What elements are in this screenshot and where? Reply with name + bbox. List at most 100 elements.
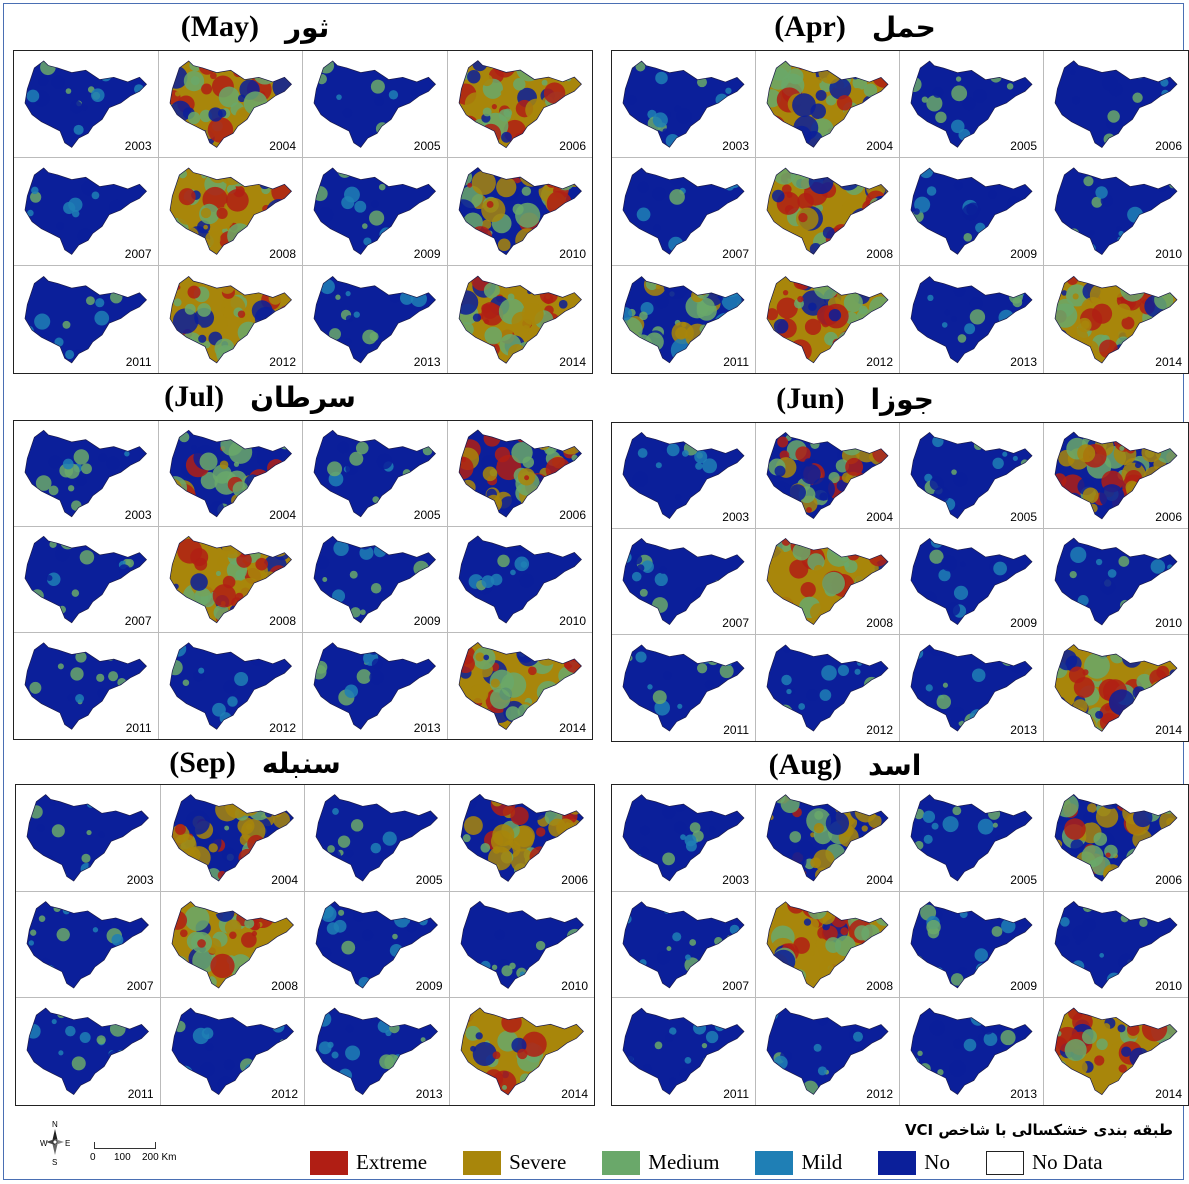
panel-aug: 2003 2004 2005 2006 2007 — [611, 784, 1189, 1106]
panel-title-jun: (Jun) جوزا — [770, 380, 940, 418]
year-label: 2009 — [1010, 979, 1037, 994]
year-label: 2004 — [866, 872, 893, 887]
province-map — [622, 644, 745, 732]
map-cell: 2004 — [756, 51, 900, 159]
map-cell: 2014 — [1044, 998, 1188, 1105]
map-cell: 2013 — [303, 265, 448, 373]
year-label: 2013 — [413, 355, 441, 369]
province-map — [24, 60, 147, 148]
province-map — [24, 535, 147, 624]
scale-label-200: 200 Km — [142, 1152, 177, 1163]
province-map — [169, 429, 292, 518]
year-label: 2008 — [269, 614, 296, 628]
map-cell: 2013 — [900, 998, 1044, 1105]
province-map — [1054, 537, 1178, 626]
province-map — [24, 167, 147, 256]
title-en: (Jun) — [776, 382, 845, 415]
legend-label: Severe — [509, 1150, 567, 1174]
map-cell: 2005 — [900, 785, 1044, 892]
map-cell: 2011 — [612, 265, 756, 373]
panel-title-jul: (Jul) سرطان — [160, 378, 360, 416]
map-cell: 2011 — [14, 633, 159, 739]
year-label: 2011 — [125, 355, 152, 369]
map-cell: 2008 — [756, 529, 900, 635]
map-cell: 2011 — [16, 998, 161, 1105]
province-map — [171, 900, 294, 989]
year-label: 2012 — [866, 1086, 893, 1101]
province-map — [622, 794, 745, 882]
province-map — [24, 642, 147, 730]
province-map — [766, 431, 889, 520]
title-en: (Sep) — [169, 746, 236, 779]
year-label: 2010 — [559, 614, 586, 628]
map-cell: 2008 — [158, 158, 303, 266]
map-cell: 2012 — [756, 635, 900, 741]
year-label: 2013 — [1010, 723, 1037, 737]
title-ar: جوزا — [870, 382, 934, 416]
map-cell: 2006 — [447, 51, 592, 159]
svg-text:E: E — [65, 1139, 70, 1148]
province-map — [910, 900, 1033, 989]
map-cell: 2004 — [158, 421, 303, 527]
map-cell: 2007 — [612, 158, 756, 266]
province-map — [622, 1008, 745, 1096]
province-map — [1054, 900, 1178, 989]
map-cell: 2005 — [305, 785, 450, 892]
province-map — [766, 275, 889, 363]
map-cell: 2008 — [158, 527, 303, 633]
year-label: 2012 — [866, 355, 893, 369]
panel-title-sep: (Sep) سنبله — [165, 744, 345, 782]
map-cell: 2006 — [1044, 51, 1188, 159]
map-cell: 2012 — [756, 265, 900, 373]
map-cell: 2007 — [612, 891, 756, 999]
province-map — [910, 1008, 1033, 1096]
province-map — [910, 275, 1033, 363]
map-cell: 2009 — [900, 891, 1044, 999]
map-cell: 2008 — [160, 891, 305, 999]
map-cell: 2006 — [1044, 785, 1188, 892]
year-label: 2013 — [1010, 1086, 1037, 1101]
province-map — [313, 642, 436, 730]
legend-swatch — [878, 1150, 917, 1175]
map-cell: 2009 — [900, 158, 1044, 266]
year-label: 2010 — [561, 979, 588, 994]
map-cell: 2010 — [1044, 158, 1188, 266]
year-label: 2003 — [126, 872, 154, 887]
province-map — [313, 167, 436, 256]
year-label: 2014 — [559, 721, 586, 735]
year-label: 2005 — [1010, 139, 1037, 154]
year-label: 2005 — [1010, 510, 1037, 524]
map-cell: 2005 — [900, 423, 1044, 529]
year-label: 2010 — [1155, 979, 1182, 994]
province-map — [766, 900, 889, 989]
province-map — [910, 537, 1033, 626]
map-cell: 2007 — [612, 529, 756, 635]
year-label: 2003 — [722, 510, 749, 524]
year-label: 2014 — [561, 1086, 588, 1101]
year-label: 2008 — [271, 979, 298, 994]
province-map — [315, 1007, 438, 1096]
map-cell: 2008 — [756, 158, 900, 266]
title-ar: سنبله — [261, 746, 341, 780]
map-cell: 2009 — [305, 891, 450, 999]
province-map — [313, 275, 436, 364]
province-map — [766, 794, 889, 882]
province-map — [622, 431, 745, 520]
map-cell: 2010 — [447, 158, 592, 266]
panel-title-apr: (Apr) حمل — [770, 8, 940, 46]
map-cell: 2014 — [450, 998, 595, 1105]
year-label: 2006 — [561, 872, 588, 887]
map-cell: 2009 — [900, 529, 1044, 635]
province-map — [171, 1007, 294, 1096]
year-label: 2004 — [271, 872, 298, 887]
map-cell: 2003 — [612, 423, 756, 529]
year-label: 2014 — [1155, 355, 1182, 369]
province-map — [1054, 1007, 1178, 1096]
year-label: 2014 — [559, 355, 586, 369]
province-map — [26, 1007, 149, 1096]
year-label: 2004 — [269, 508, 296, 522]
province-map — [458, 60, 582, 149]
year-label: 2010 — [1155, 246, 1182, 261]
province-map — [910, 60, 1033, 148]
map-cell: 2010 — [1044, 529, 1188, 635]
